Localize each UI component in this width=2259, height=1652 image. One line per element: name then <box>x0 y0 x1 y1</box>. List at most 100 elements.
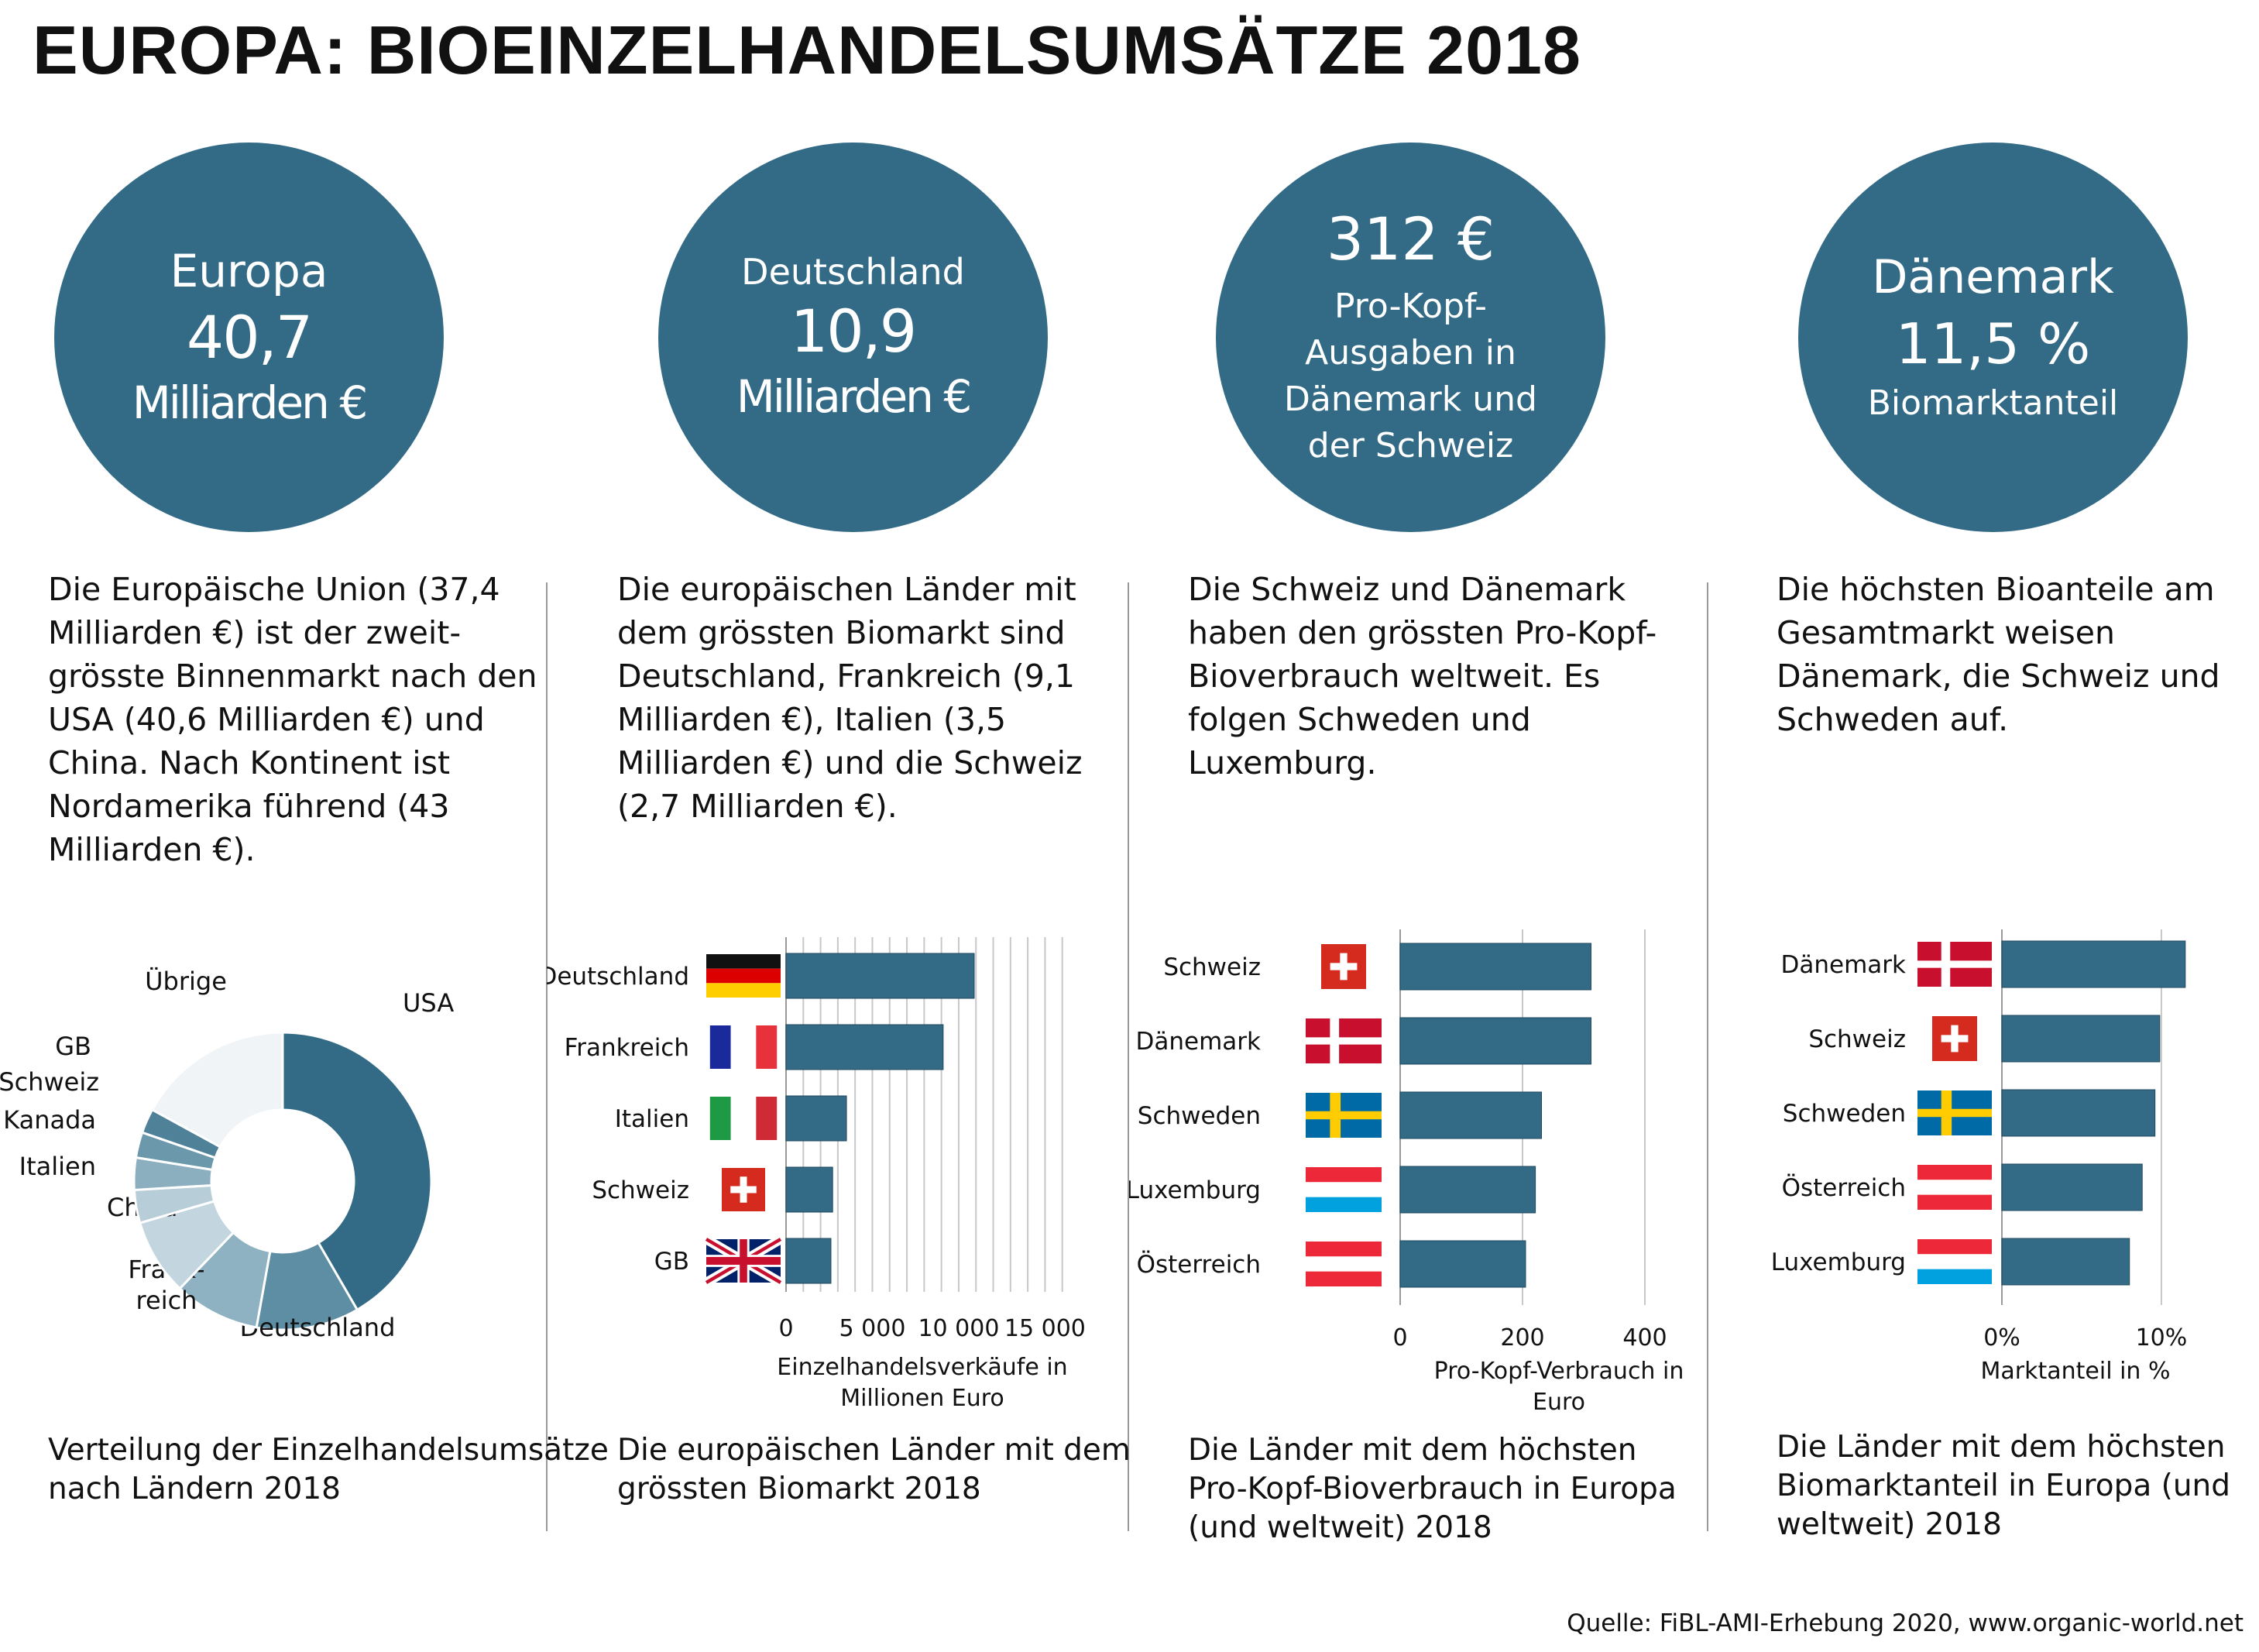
flag-part <box>1917 1165 1992 1180</box>
bar-chart-market-share: Dänemark Schweiz Schweden Österreich Luxembu… <box>1771 929 2187 1385</box>
flag-part <box>1306 1167 1382 1183</box>
flag-part <box>706 954 781 969</box>
category-label: Österreich <box>1137 1250 1261 1279</box>
uk-flag-icon <box>703 1235 784 1287</box>
caption-line: Die europäischen Länder mit dem <box>617 1433 1131 1468</box>
flag-part <box>756 1097 778 1140</box>
bar <box>2001 1163 2143 1211</box>
text-line: USA (40,6 Milliarden €) und <box>48 701 485 738</box>
page-title: EUROPA: BIOEINZELHANDELSUMSÄTZE 2018 <box>33 12 1581 88</box>
donut-chart: USADeutschlandFrank-reichChinaItalienKan… <box>0 967 454 1342</box>
flag-part <box>1306 1111 1382 1120</box>
flag-part <box>1917 1180 1992 1195</box>
text-line: Die Schweiz und Dänemark <box>1188 571 1626 608</box>
bar <box>2001 1015 2161 1063</box>
bar <box>1399 1017 1591 1065</box>
flag-part <box>1306 1256 1382 1272</box>
circle-unit: Milliarden € <box>736 370 972 424</box>
stat-circle-denmark: Dänemark 11,5 % Biomarktanteil <box>1798 143 2188 532</box>
circle-line: Dänemark und <box>1284 380 1537 420</box>
text-line: Milliarden €) ist der zweit- <box>48 614 462 651</box>
circle-line: Pro-Kopf- <box>1334 287 1487 327</box>
circle-value: 11,5 % <box>1895 311 2091 377</box>
slice-label: USA <box>403 988 454 1018</box>
stat-circle-germany: Deutschland 10,9 Milliarden € <box>658 143 1048 532</box>
circle-line: Ausgaben in <box>1305 333 1516 373</box>
tick-label: 0 <box>778 1315 793 1342</box>
flag-part <box>1306 1037 1382 1045</box>
category-label: Dänemark <box>1136 1028 1262 1056</box>
bar <box>1399 943 1591 991</box>
flag-part <box>1917 1269 1992 1284</box>
flag-part <box>1917 1239 1992 1255</box>
slice-label: Kanada <box>3 1105 96 1135</box>
switzerland-flag-icon <box>1321 944 1366 989</box>
text-line: Schweden auf. <box>1777 701 2009 738</box>
caption-market-share: Die Länder mit dem höchsten Biomarktante… <box>1777 1428 2230 1544</box>
circle-value: 10,9 <box>790 296 917 366</box>
text-line: Die europäischen Länder mit <box>617 571 1076 608</box>
text-line: Milliarden €), Italien (3,5 <box>617 701 1007 738</box>
flag-part <box>1941 1035 1969 1042</box>
caption-line: nach Ländern 2018 <box>48 1472 341 1506</box>
bar <box>1399 1091 1542 1139</box>
flag-part <box>756 1025 778 1069</box>
flag-part <box>709 1025 731 1069</box>
flag-part <box>1917 1194 1992 1210</box>
circle-unit: Milliarden € <box>132 376 368 430</box>
circle-label: Dänemark <box>1872 250 2114 305</box>
flag-part <box>730 1097 757 1140</box>
flag-part <box>1330 963 1358 970</box>
caption-line: Die Länder mit dem höchsten <box>1777 1430 2226 1465</box>
austria-flag-icon <box>1306 1242 1382 1286</box>
flag-part <box>706 968 781 984</box>
column-divider <box>1707 582 1708 1531</box>
axis-title: Marktanteil in % <box>1981 1358 2171 1385</box>
tick-label: 0 <box>1392 1324 1407 1351</box>
caption-line: grössten Biomarkt 2018 <box>617 1472 981 1506</box>
bar <box>785 953 975 999</box>
axis-title: Einzelhandelsverkäufe in <box>777 1354 1067 1381</box>
slice-label: reich <box>136 1286 197 1315</box>
axis-title: Euro <box>1533 1389 1585 1416</box>
text-line: folgen Schweden und <box>1188 701 1531 738</box>
slice-label: Übrige <box>145 967 227 996</box>
luxembourg-flag-icon <box>1917 1239 1992 1284</box>
donut-slice <box>281 1031 433 1312</box>
text-line: dem grössten Biomarkt sind <box>617 614 1066 651</box>
circle-line: der Schweiz <box>1307 426 1514 466</box>
axis-title: Millionen Euro <box>840 1385 1004 1412</box>
bar <box>1399 1166 1536 1214</box>
text-line: Die höchsten Bioanteile am <box>1777 571 2215 608</box>
circle-value: 40,7 <box>186 302 313 372</box>
circle-label: Deutschland <box>741 251 965 294</box>
text-line: Die Europäische Union (37,4 <box>48 571 500 608</box>
caption-line: (und weltweit) 2018 <box>1188 1510 1492 1545</box>
text-line: Nordamerika führend (43 <box>48 788 450 825</box>
category-label: Schweden <box>1138 1102 1261 1130</box>
caption-largest-markets: Die europäischen Länder mit dem grössten… <box>617 1431 1131 1509</box>
caption-line: Verteilung der Einzelhandelsumsätze <box>48 1433 609 1468</box>
text-line: Gesamtmarkt weisen <box>1777 614 2115 651</box>
category-label: Italien <box>615 1105 689 1133</box>
text-market-share: Die höchsten Bioanteile am Gesamtmarkt w… <box>1777 568 2220 741</box>
circle-label: Europa <box>170 245 328 298</box>
bar-chart-market-size: Deutschland Frankreich Italien Schweiz GB 0 5 … <box>547 937 1086 1412</box>
stat-circle-percapita: 312 € Pro-Kopf- Ausgaben in Dänemark und… <box>1216 143 1605 532</box>
denmark-flag-icon <box>1306 1018 1382 1063</box>
sweden-flag-icon <box>1306 1093 1382 1138</box>
italy-flag-icon <box>709 1097 778 1140</box>
tick-label: 15 000 <box>1004 1315 1086 1342</box>
caption-line: Pro-Kopf-Bioverbrauch in Europa <box>1188 1472 1677 1506</box>
text-line: haben den grössten Pro-Kopf- <box>1188 614 1657 651</box>
bar <box>785 1238 832 1284</box>
tick-label: 5 000 <box>839 1315 906 1342</box>
text-line: Bioverbrauch weltweit. Es <box>1188 658 1601 695</box>
flag-part <box>1306 1271 1382 1286</box>
slice-label: Schweiz <box>0 1067 99 1097</box>
austria-flag-icon <box>1917 1165 1992 1210</box>
caption-line: Biomarktanteil in Europa (und <box>1777 1468 2231 1503</box>
column-divider <box>546 582 548 1531</box>
circle-value: 312 € <box>1326 204 1495 273</box>
switzerland-flag-icon <box>1932 1016 1977 1061</box>
